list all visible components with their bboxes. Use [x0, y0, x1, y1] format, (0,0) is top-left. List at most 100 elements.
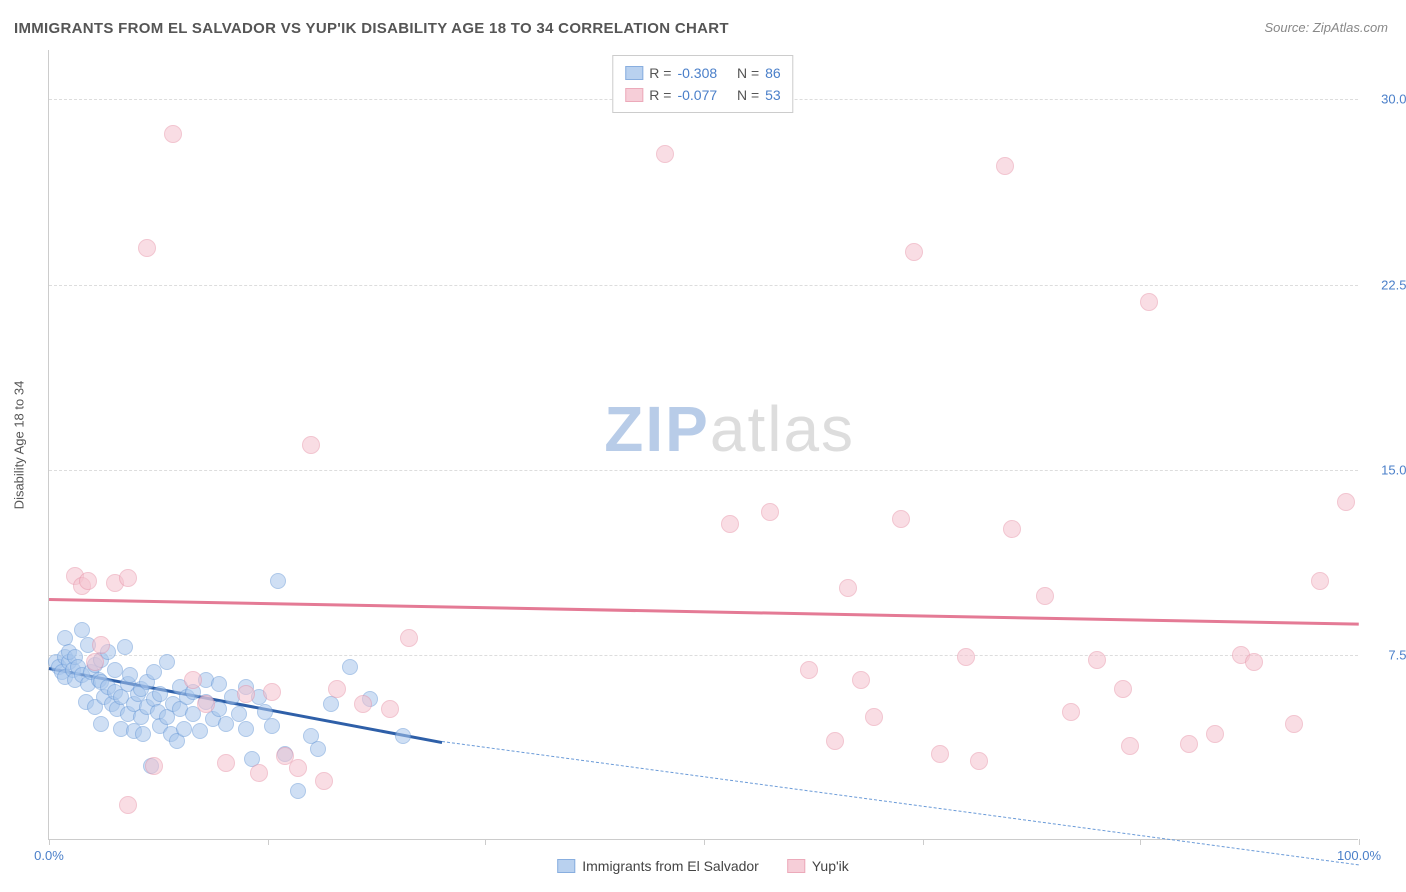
legend-label-el-salvador: Immigrants from El Salvador — [582, 858, 759, 874]
gridline — [49, 655, 1358, 656]
legend-swatch-yupik-b — [787, 859, 805, 873]
watermark-zip: ZIP — [604, 393, 710, 465]
r-value-2: -0.077 — [677, 84, 717, 106]
scatter-point — [1121, 737, 1139, 755]
scatter-point — [197, 695, 215, 713]
scatter-point — [931, 745, 949, 763]
n-value-1: 86 — [765, 62, 781, 84]
scatter-point — [400, 629, 418, 647]
scatter-point — [122, 667, 138, 683]
scatter-point — [865, 708, 883, 726]
scatter-point — [315, 772, 333, 790]
scatter-point — [257, 704, 273, 720]
legend-stats-row-2: R = -0.077 N = 53 — [625, 84, 780, 106]
scatter-point — [238, 721, 254, 737]
scatter-point — [135, 726, 151, 742]
scatter-point — [1114, 680, 1132, 698]
scatter-point — [92, 636, 110, 654]
scatter-point — [138, 239, 156, 257]
scatter-point — [892, 510, 910, 528]
legend-swatch-yupik — [625, 88, 643, 102]
scatter-point — [970, 752, 988, 770]
chart-title: IMMIGRANTS FROM EL SALVADOR VS YUP'IK DI… — [14, 20, 729, 37]
scatter-point — [1140, 293, 1158, 311]
scatter-point — [761, 503, 779, 521]
scatter-point — [302, 436, 320, 454]
legend-swatch-el-salvador — [625, 66, 643, 80]
scatter-point — [159, 654, 175, 670]
gridline — [49, 285, 1358, 286]
scatter-point — [184, 671, 202, 689]
y-axis-label: Disability Age 18 to 34 — [12, 380, 27, 509]
scatter-point — [93, 716, 109, 732]
legend-stats-row-1: R = -0.308 N = 86 — [625, 62, 780, 84]
scatter-point — [119, 569, 137, 587]
scatter-point — [852, 671, 870, 689]
scatter-point — [1036, 587, 1054, 605]
legend-series: Immigrants from El Salvador Yup'ik — [557, 858, 849, 874]
n-label-2: N = — [737, 84, 759, 106]
scatter-point — [1180, 735, 1198, 753]
scatter-point — [264, 718, 280, 734]
scatter-point — [263, 683, 281, 701]
scatter-point — [57, 630, 73, 646]
x-tick — [49, 839, 50, 845]
scatter-point — [328, 680, 346, 698]
scatter-point — [354, 695, 372, 713]
scatter-point — [290, 783, 306, 799]
scatter-point — [1062, 703, 1080, 721]
trend-line — [442, 741, 1359, 865]
x-tick — [485, 839, 486, 845]
scatter-point — [217, 754, 235, 772]
scatter-point — [1245, 653, 1263, 671]
x-tick — [704, 839, 705, 845]
scatter-point — [323, 696, 339, 712]
scatter-point — [237, 685, 255, 703]
trend-line — [49, 598, 1359, 625]
scatter-point — [656, 145, 674, 163]
y-tick-label: 22.5% — [1363, 277, 1406, 292]
scatter-point — [1285, 715, 1303, 733]
x-tick — [923, 839, 924, 845]
y-tick-label: 7.5% — [1363, 647, 1406, 662]
scatter-point — [79, 572, 97, 590]
scatter-point — [1003, 520, 1021, 538]
chart-container: IMMIGRANTS FROM EL SALVADOR VS YUP'IK DI… — [0, 0, 1406, 892]
r-value-1: -0.308 — [677, 62, 717, 84]
legend-swatch-el-salvador-b — [557, 859, 575, 873]
scatter-point — [270, 573, 286, 589]
plot-area: Disability Age 18 to 34 ZIPatlas 7.5%15.… — [48, 50, 1358, 840]
watermark: ZIPatlas — [604, 392, 855, 466]
source-attribution: Source: ZipAtlas.com — [1264, 20, 1388, 35]
y-tick-label: 15.0% — [1363, 462, 1406, 477]
legend-label-yupik: Yup'ik — [812, 858, 849, 874]
scatter-point — [211, 676, 227, 692]
scatter-point — [800, 661, 818, 679]
scatter-point — [381, 700, 399, 718]
x-tick — [268, 839, 269, 845]
x-tick-label: 0.0% — [34, 848, 64, 863]
n-label: N = — [737, 62, 759, 84]
scatter-point — [176, 721, 192, 737]
scatter-point — [119, 796, 137, 814]
scatter-point — [957, 648, 975, 666]
scatter-point — [1311, 572, 1329, 590]
scatter-point — [342, 659, 358, 675]
scatter-point — [839, 579, 857, 597]
scatter-point — [192, 723, 208, 739]
x-tick-label: 100.0% — [1337, 848, 1381, 863]
watermark-atlas: atlas — [710, 393, 855, 465]
scatter-point — [107, 662, 123, 678]
scatter-point — [164, 125, 182, 143]
scatter-point — [250, 764, 268, 782]
scatter-point — [1337, 493, 1355, 511]
scatter-point — [74, 622, 90, 638]
x-tick — [1359, 839, 1360, 845]
y-tick-label: 30.0% — [1363, 92, 1406, 107]
scatter-point — [310, 741, 326, 757]
r-label: R = — [649, 62, 671, 84]
scatter-point — [826, 732, 844, 750]
scatter-point — [1206, 725, 1224, 743]
scatter-point — [231, 706, 247, 722]
scatter-point — [117, 639, 133, 655]
